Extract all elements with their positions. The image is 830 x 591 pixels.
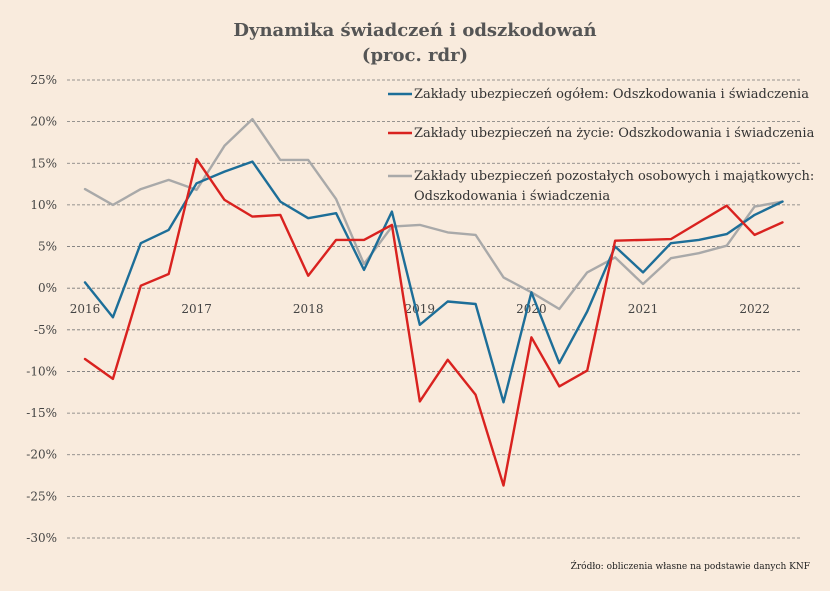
series-line <box>83 160 784 404</box>
x-tick-label: 2018 <box>293 302 324 316</box>
x-tick-label: 2020 <box>516 302 547 316</box>
chart-title-line2: (proc. rdr) <box>361 45 469 66</box>
x-tick-label: 2019 <box>405 302 436 316</box>
y-tick-label: -30% <box>26 531 57 545</box>
legend-label: Odszkodowania i świadczenia <box>414 189 610 204</box>
y-tick-label: -25% <box>26 489 57 503</box>
series-line <box>83 117 784 311</box>
y-tick-label: -10% <box>26 364 57 378</box>
x-tick-label: 2021 <box>628 302 659 316</box>
y-tick-label: -15% <box>26 406 57 420</box>
legend-label: Zakłady ubezpieczeń ogółem: Odszkodowani… <box>414 87 809 102</box>
y-tick-label: 20% <box>30 115 57 129</box>
legend-label: Zakłady ubezpieczeń na życie: Odszkodowa… <box>414 126 815 141</box>
y-tick-label: 25% <box>30 73 57 87</box>
legend-label: Zakłady ubezpieczeń pozostałych osobowyc… <box>414 169 814 184</box>
x-tick-label: 2022 <box>739 302 770 316</box>
y-tick-label: 0% <box>38 281 57 295</box>
series-line <box>83 157 784 487</box>
y-tick-label: -5% <box>34 323 57 337</box>
source-note: Źródło: obliczenia własne na podstawie d… <box>570 562 810 572</box>
y-tick-label: -20% <box>26 448 57 462</box>
x-tick-label: 2016 <box>70 302 101 316</box>
y-tick-label: 5% <box>38 240 57 254</box>
x-tick-label: 2017 <box>181 302 212 316</box>
y-tick-label: 10% <box>30 198 57 212</box>
chart-title-line1: Dynamika świadczeń i odszkodowań <box>233 20 597 41</box>
y-tick-label: 15% <box>30 156 57 170</box>
